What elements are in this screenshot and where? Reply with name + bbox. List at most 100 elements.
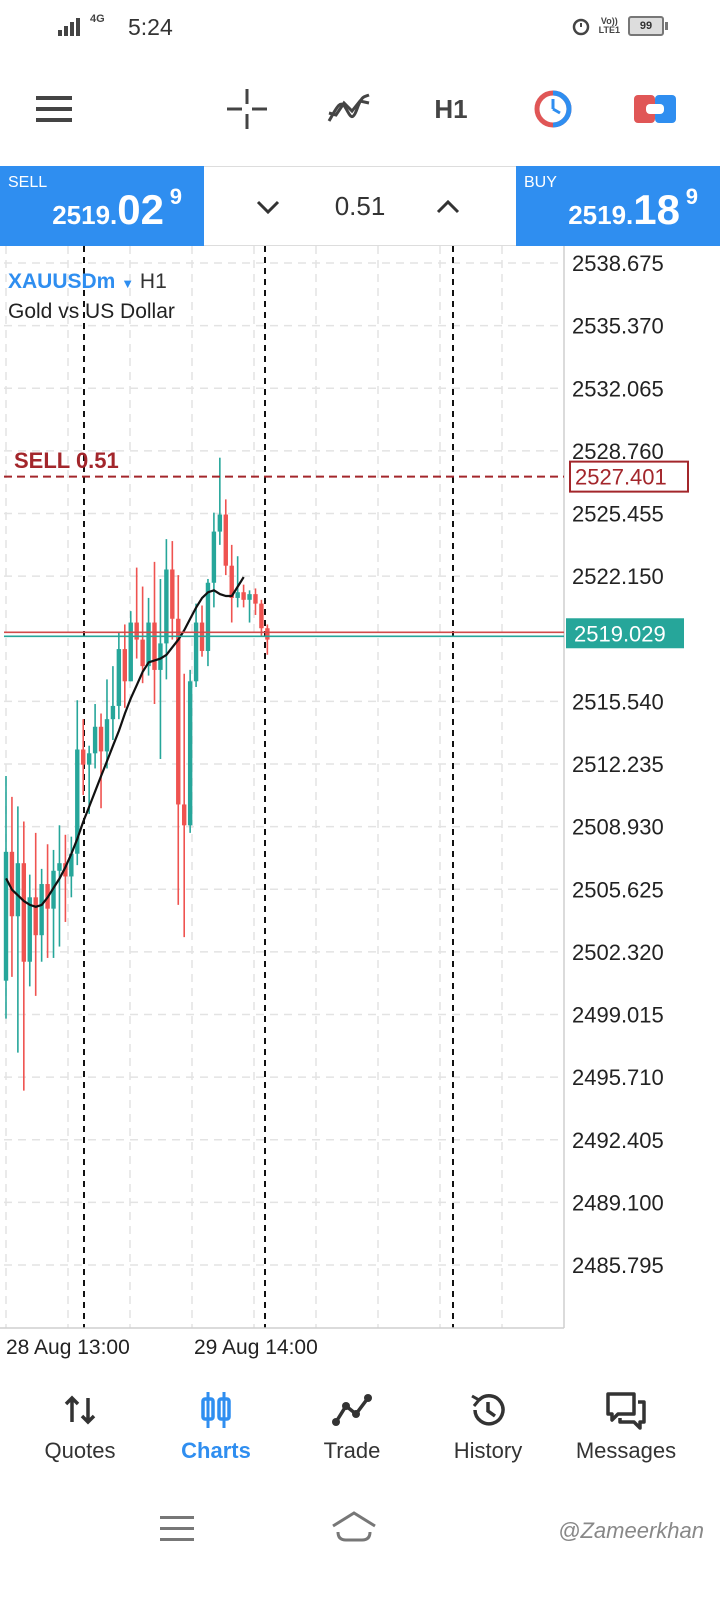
chart-info: XAUUSDm ▼ H1 Gold vs US Dollar bbox=[8, 268, 175, 326]
candle bbox=[170, 541, 175, 640]
sell-button[interactable]: SELL 2519.02 9 bbox=[0, 166, 204, 246]
candle-body bbox=[75, 749, 80, 854]
candle bbox=[182, 673, 187, 938]
candle bbox=[187, 669, 193, 833]
candle bbox=[128, 611, 133, 682]
trade-toggle-icon[interactable] bbox=[630, 84, 680, 134]
candle bbox=[92, 704, 98, 769]
alarm-icon bbox=[572, 18, 589, 36]
nav-messages[interactable]: Messages bbox=[556, 1382, 696, 1482]
price-tick-label: 2502.320 bbox=[572, 940, 664, 965]
charts-icon bbox=[201, 1392, 231, 1428]
candle-body bbox=[211, 531, 217, 583]
volte-indicator: Vo)) LTE1 bbox=[598, 16, 620, 35]
one-click-trading-icon[interactable] bbox=[528, 84, 578, 134]
candle-body bbox=[146, 622, 151, 667]
candle bbox=[122, 624, 127, 708]
candle bbox=[51, 849, 56, 958]
candle bbox=[69, 836, 74, 898]
signal-icon bbox=[58, 18, 80, 36]
candle bbox=[110, 666, 116, 741]
buy-button[interactable]: BUY 2519.18 9 bbox=[516, 166, 720, 246]
chart-toolbar: H1 bbox=[0, 62, 720, 158]
candle-body bbox=[57, 863, 62, 871]
status-bar: 4G 5:24 Vo)) LTE1 99 bbox=[0, 0, 720, 60]
candle-body bbox=[86, 753, 92, 765]
menu-icon[interactable] bbox=[30, 84, 80, 134]
price-tick-label: 2532.065 bbox=[572, 376, 664, 401]
candle-body bbox=[176, 618, 181, 805]
candle bbox=[229, 544, 234, 623]
one-click-trade-panel: SELL 2519.02 9 0.51 BUY 2519.18 9 bbox=[0, 166, 720, 246]
home-icon[interactable] bbox=[330, 1510, 378, 1544]
candle-body bbox=[27, 897, 32, 962]
candle-body bbox=[3, 851, 9, 981]
candle bbox=[81, 719, 86, 795]
candle-body bbox=[253, 594, 258, 604]
candle-body bbox=[217, 514, 223, 532]
price-tick-label: 2538.675 bbox=[572, 251, 664, 276]
candle bbox=[241, 584, 246, 608]
battery-indicator: 99 bbox=[628, 16, 668, 36]
candle-body bbox=[63, 863, 68, 877]
chart-symbol[interactable]: XAUUSDm bbox=[8, 270, 116, 293]
candle bbox=[104, 679, 110, 769]
lot-size-input[interactable]: 0.51 bbox=[334, 191, 386, 221]
price-chart[interactable]: 2538.675 2535.370 2532.065 2528.760 2525.455… bbox=[0, 246, 720, 1366]
price-tick-label: 2499.015 bbox=[572, 1003, 664, 1028]
price-tick-label: 2485.795 bbox=[572, 1253, 664, 1278]
candle bbox=[98, 713, 104, 809]
crosshair-icon[interactable] bbox=[222, 84, 272, 134]
price-tick-label: 2508.930 bbox=[572, 815, 664, 840]
network-type: 4G bbox=[90, 13, 105, 25]
candle-body bbox=[170, 569, 175, 619]
candle-body bbox=[164, 569, 169, 644]
nav-trade[interactable]: Trade bbox=[282, 1382, 422, 1482]
candle bbox=[164, 539, 169, 680]
indicators-icon[interactable] bbox=[324, 84, 374, 134]
lot-decrease-button[interactable] bbox=[248, 187, 288, 227]
candle bbox=[253, 588, 258, 615]
price-tick-label: 2489.100 bbox=[572, 1190, 664, 1215]
sell-order-label[interactable]: SELL 0.51 bbox=[14, 448, 119, 473]
candle bbox=[247, 590, 252, 623]
candle bbox=[158, 578, 163, 759]
candle bbox=[259, 599, 264, 636]
candle-body bbox=[110, 705, 116, 720]
candle bbox=[39, 868, 44, 962]
candle bbox=[176, 575, 181, 905]
messages-icon bbox=[606, 1392, 646, 1430]
trade-icon bbox=[332, 1394, 372, 1426]
candle bbox=[134, 567, 139, 659]
candle-body bbox=[92, 726, 98, 754]
candle-body bbox=[158, 643, 163, 670]
candle-body bbox=[259, 603, 264, 629]
candle-body bbox=[33, 897, 38, 936]
nav-history[interactable]: History bbox=[418, 1382, 558, 1482]
price-tick-label: 2505.625 bbox=[572, 877, 664, 902]
candle-body bbox=[193, 622, 199, 682]
candle-body bbox=[265, 628, 270, 640]
candle bbox=[86, 745, 92, 814]
caret-down-icon[interactable]: ▼ bbox=[121, 276, 135, 291]
sell-label: SELL bbox=[8, 174, 48, 191]
nav-charts[interactable]: Charts bbox=[146, 1382, 286, 1482]
candle-body bbox=[229, 565, 234, 598]
candle bbox=[211, 512, 217, 608]
buy-price: 2519.18 9 bbox=[568, 184, 698, 233]
price-tick-label: 2515.540 bbox=[572, 689, 664, 714]
candle-body bbox=[15, 863, 21, 917]
timeframe-button[interactable]: H1 bbox=[434, 93, 468, 124]
price-tick-label: 2492.405 bbox=[572, 1128, 664, 1153]
lot-increase-button[interactable] bbox=[428, 187, 468, 227]
recent-apps-icon[interactable] bbox=[160, 1514, 196, 1544]
price-tag-box bbox=[569, 460, 689, 493]
chart-timeframe: H1 bbox=[139, 270, 167, 293]
watermark: @Zameerkhan bbox=[558, 1518, 704, 1543]
candle-body bbox=[182, 804, 187, 826]
candle bbox=[57, 825, 62, 947]
price-tick-label: 2528.760 bbox=[572, 439, 664, 464]
sell-order-price-tag: 2527.401 bbox=[569, 460, 689, 493]
candle bbox=[63, 834, 68, 922]
nav-quotes[interactable]: Quotes bbox=[10, 1382, 150, 1482]
